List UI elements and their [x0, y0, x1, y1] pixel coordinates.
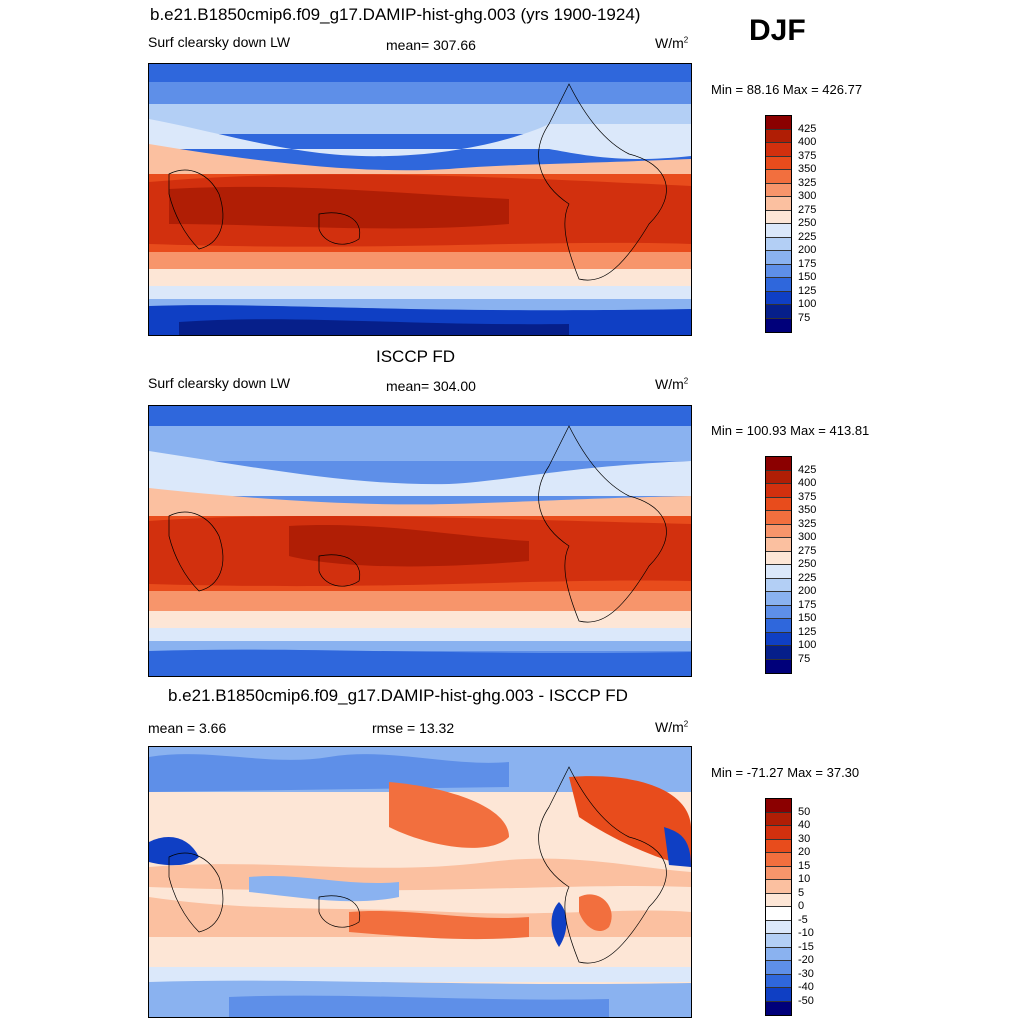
map-obs [148, 405, 692, 677]
colorbar-tick-label: 200 [798, 244, 817, 256]
mean-label: mean = 3.66 [148, 720, 227, 736]
colorbar-model [765, 115, 792, 333]
variable-label: Surf clearsky down LW [148, 34, 291, 50]
minmax-label: Min = -71.27 Max = 37.30 [711, 765, 860, 780]
colorbar-tick-label: 175 [798, 258, 817, 270]
colorbar-obs [765, 456, 792, 674]
colorbar-tick-label: 350 [798, 504, 817, 516]
season-label: DJF [749, 14, 806, 47]
colorbar-tick-label: 10 [798, 873, 811, 885]
units-label: W/m2 [655, 719, 689, 735]
colorbar-tick-label: 275 [798, 545, 817, 557]
colorbar-tick-label: 125 [798, 626, 817, 638]
colorbar-tick-label: 30 [798, 833, 811, 845]
rmse-label: rmse = 13.32 [372, 720, 455, 736]
panel-title: b.e21.B1850cmip6.f09_g17.DAMIP-hist-ghg.… [150, 5, 641, 24]
colorbar-tick-label: 375 [798, 491, 817, 503]
panel-title: ISCCP FD [376, 347, 456, 366]
colorbar-tick-label: -20 [798, 954, 814, 966]
colorbar-tick-label: 75 [798, 312, 811, 324]
colorbar-tick-label: 300 [798, 531, 817, 543]
colorbar-tick-label: -5 [798, 914, 808, 926]
colorbar-tick-label: 20 [798, 846, 811, 858]
panel-title: b.e21.B1850cmip6.f09_g17.DAMIP-hist-ghg.… [168, 686, 628, 705]
map-obs-field [149, 406, 691, 676]
colorbar-tick-label: 75 [798, 653, 811, 665]
colorbar-tick-label: 150 [798, 271, 817, 283]
colorbar-tick-label: -10 [798, 927, 814, 939]
colorbar-tick-label: -40 [798, 981, 814, 993]
colorbar-tick-label: -30 [798, 968, 814, 980]
colorbar-tick-label: 250 [798, 558, 817, 570]
variable-label: Surf clearsky down LW [148, 375, 291, 391]
colorbar-tick-label: 400 [798, 136, 817, 148]
colorbar-tick-label: 225 [798, 572, 817, 584]
colorbar-tick-label: 275 [798, 204, 817, 216]
map-diff-field [149, 747, 691, 1017]
colorbar-tick-label: 40 [798, 819, 811, 831]
colorbar-tick-label: 250 [798, 217, 817, 229]
colorbar-tick-label: 5 [798, 887, 805, 899]
colorbar-diff [765, 798, 792, 1016]
colorbar-tick-label: 150 [798, 612, 817, 624]
colorbar-tick-label: -50 [798, 995, 814, 1007]
colorbar-tick-label: 0 [798, 900, 805, 912]
map-diff [148, 746, 692, 1018]
colorbar-tick-label: 100 [798, 639, 817, 651]
units-label: W/m2 [655, 376, 689, 392]
colorbar-tick-label: 225 [798, 231, 817, 243]
colorbar-tick-label: 350 [798, 163, 817, 175]
colorbar-tick-label: 175 [798, 599, 817, 611]
colorbar-tick-label: 325 [798, 518, 817, 530]
minmax-label: Min = 100.93 Max = 413.81 [711, 423, 870, 438]
colorbar-tick-label: 125 [798, 285, 817, 297]
colorbar-tick-label: 325 [798, 177, 817, 189]
minmax-label: Min = 88.16 Max = 426.77 [711, 82, 863, 97]
mean-label: mean= 307.66 [386, 37, 476, 53]
units-label: W/m2 [655, 35, 689, 51]
colorbar-tick-label: -15 [798, 941, 814, 953]
map-model-field [149, 64, 691, 335]
colorbar-tick-label: 425 [798, 123, 817, 135]
colorbar-tick-label: 425 [798, 464, 817, 476]
mean-label: mean= 304.00 [386, 378, 476, 394]
colorbar-tick-label: 375 [798, 150, 817, 162]
colorbar-tick-label: 15 [798, 860, 811, 872]
colorbar-tick-label: 200 [798, 585, 817, 597]
colorbar-tick-label: 50 [798, 806, 811, 818]
colorbar-tick-label: 300 [798, 190, 817, 202]
map-model [148, 63, 692, 336]
colorbar-tick-label: 400 [798, 477, 817, 489]
colorbar-tick-label: 100 [798, 298, 817, 310]
